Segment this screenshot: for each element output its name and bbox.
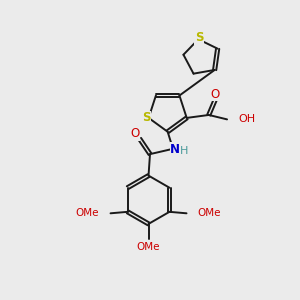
Text: OMe: OMe [198, 208, 221, 218]
Text: S: S [195, 31, 203, 44]
Text: O: O [131, 127, 140, 140]
Text: S: S [142, 111, 151, 124]
Text: OMe: OMe [76, 208, 99, 218]
Text: N: N [170, 143, 180, 156]
Text: H: H [180, 146, 188, 156]
Text: OH: OH [238, 114, 255, 124]
Text: OMe: OMe [137, 242, 160, 252]
Text: O: O [211, 88, 220, 101]
